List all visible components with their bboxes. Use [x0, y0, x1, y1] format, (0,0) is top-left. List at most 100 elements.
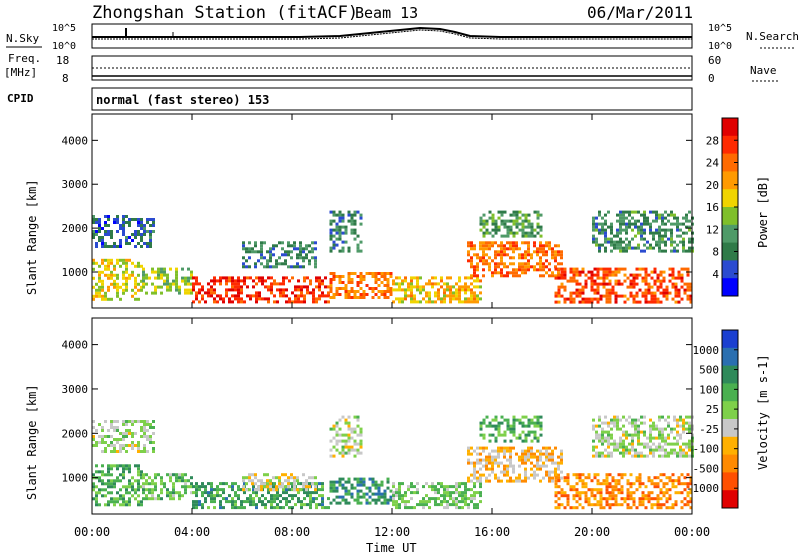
- data-cell-region-3: [285, 294, 288, 298]
- data-cell-region-0: [101, 470, 104, 474]
- data-cell-region-7: [434, 282, 437, 286]
- data-cell-region-10: [605, 491, 609, 495]
- data-cell-region-8: [476, 268, 479, 272]
- data-cell-region-9: [509, 231, 513, 235]
- data-cell-region-10: [617, 282, 621, 286]
- data-cell-region-5: [380, 293, 384, 296]
- data-cell-region-11: [628, 222, 631, 226]
- data-cell-region-10: [665, 297, 669, 301]
- data-cell-region-3: [273, 482, 276, 486]
- data-cell-region-3: [237, 506, 240, 510]
- data-cell-region-7: [410, 291, 413, 295]
- data-cell-region-9: [527, 219, 531, 223]
- data-cell-region-1: [146, 230, 149, 233]
- data-cell-region-3: [213, 288, 216, 292]
- data-cell-region-11: [634, 451, 637, 455]
- data-cell-region-10: [560, 267, 564, 271]
- data-cell-region-10: [614, 497, 618, 501]
- data-cell-region-1: [140, 233, 143, 236]
- data-cell-region-11: [607, 433, 610, 437]
- noise-tick-bottom-right: 10^0: [708, 41, 732, 52]
- data-cell-region-8: [545, 271, 548, 275]
- data-cell-region-10: [626, 497, 630, 501]
- data-cell-region-6: [359, 240, 363, 244]
- data-cell-region-5: [389, 275, 393, 278]
- data-cell-region-2: [160, 497, 163, 501]
- data-cell-region-10: [635, 276, 639, 280]
- data-cell-region-5: [371, 480, 375, 484]
- data-cell-region-7: [443, 500, 446, 504]
- data-cell-region-11: [601, 439, 604, 443]
- data-cell-region-7: [404, 500, 407, 504]
- data-cell-region-10: [584, 497, 588, 501]
- data-cell-region-0: [140, 279, 143, 283]
- data-cell-region-2: [175, 270, 178, 274]
- data-cell-region-10: [662, 294, 666, 298]
- data-cell-region-3: [276, 288, 279, 292]
- data-cell-region-2: [163, 485, 166, 489]
- data-cell-region-2: [187, 267, 190, 271]
- data-cell-region-10: [623, 273, 627, 277]
- data-cell-region-2: [154, 291, 157, 295]
- data-cell-region-10: [665, 482, 669, 486]
- data-cell-region-6: [329, 222, 333, 226]
- data-cell-region-11: [628, 448, 631, 452]
- data-cell-region-2: [184, 482, 187, 486]
- data-cell-region-10: [611, 476, 615, 480]
- data-cell-region-11: [637, 210, 640, 214]
- cpid-label: CPID: [7, 92, 34, 105]
- data-cell-region-5: [386, 501, 390, 505]
- data-cell-region-10: [605, 282, 609, 286]
- data-cell-region-9: [485, 415, 489, 419]
- data-cell-region-10: [599, 506, 603, 510]
- data-cell-region-3: [297, 482, 300, 486]
- colorbar-tick-label: -100: [693, 443, 720, 456]
- data-cell-region-7: [449, 494, 452, 498]
- data-cell-region-8: [539, 455, 542, 459]
- data-cell-region-4: [242, 241, 245, 245]
- data-cell-region-11: [643, 442, 646, 446]
- data-cell-region-5: [377, 483, 381, 487]
- data-cell-region-0: [119, 488, 122, 492]
- data-cell-region-10: [638, 500, 642, 504]
- data-cell-region-0: [116, 294, 119, 298]
- data-cell-region-11: [595, 240, 598, 244]
- data-cell-region-1: [113, 450, 116, 453]
- data-cell-region-4: [269, 259, 272, 263]
- data-cell-region-10: [653, 300, 657, 304]
- data-cell-region-11: [610, 225, 613, 229]
- data-cell-region-11: [625, 418, 628, 422]
- data-cell-region-8: [524, 470, 527, 474]
- cpid-strip-frame: [91, 87, 693, 111]
- data-cell-region-6: [347, 219, 351, 223]
- data-cell-region-7: [401, 297, 404, 301]
- data-cell-region-8: [503, 455, 506, 459]
- data-cell-region-10: [662, 473, 666, 477]
- data-cell-region-0: [113, 497, 116, 501]
- data-cell-region-10: [596, 500, 600, 504]
- data-cell-region-6: [329, 427, 333, 431]
- data-cell-region-11: [598, 210, 601, 214]
- data-cell-region-10: [683, 497, 687, 501]
- data-cell-region-11: [640, 234, 643, 238]
- data-cell-region-3: [315, 297, 318, 301]
- data-cell-region-11: [640, 213, 643, 217]
- data-cell-region-0: [134, 488, 137, 492]
- data-cell-region-8: [521, 262, 524, 266]
- data-cell-region-3: [213, 279, 216, 283]
- data-cell-region-4: [311, 250, 314, 254]
- data-cell-region-6: [338, 249, 342, 253]
- data-cell-region-8: [503, 473, 506, 477]
- data-cell-region-7: [443, 494, 446, 498]
- data-cell-region-10: [644, 279, 648, 283]
- data-cell-region-10: [650, 497, 654, 501]
- data-cell-region-11: [673, 240, 676, 244]
- data-cell-region-11: [610, 436, 613, 440]
- data-cell-region-0: [131, 288, 134, 292]
- noise-tick-top-left: 10^5: [52, 23, 76, 34]
- data-cell-region-11: [598, 418, 601, 422]
- data-cell-region-10: [557, 479, 561, 483]
- data-cell-region-6: [347, 421, 351, 425]
- data-cell-region-10: [614, 494, 618, 498]
